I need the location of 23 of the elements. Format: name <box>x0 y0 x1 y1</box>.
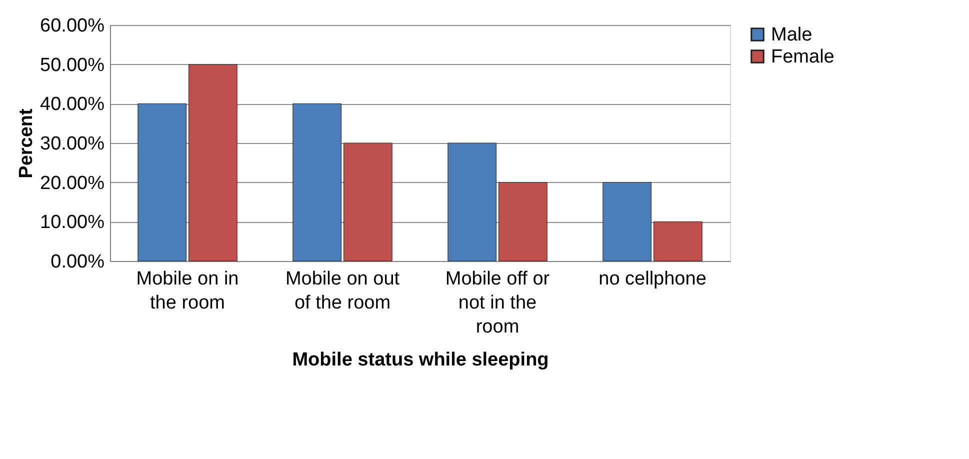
y-tick-label: 10.00% <box>40 212 105 234</box>
bar <box>448 142 496 262</box>
x-tick-label: Mobile off or not in the room <box>445 268 550 338</box>
legend-label: Male <box>771 24 812 46</box>
y-tick-label: 60.00% <box>40 16 105 36</box>
bar <box>602 182 652 262</box>
y-tick-label: 0.00% <box>50 252 105 272</box>
bar <box>498 182 548 262</box>
bar <box>344 142 392 262</box>
x-tick-label: no cellphone <box>598 268 706 290</box>
x-axis-title: Mobile status while sleeping <box>292 350 549 370</box>
bar <box>292 103 342 262</box>
x-tick-label: Mobile on out of the room <box>285 268 400 314</box>
bar <box>138 103 186 262</box>
y-tick-label: 40.00% <box>40 94 105 116</box>
y-axis-title: Percent <box>16 108 38 178</box>
x-tick-label: Mobile on in the room <box>136 268 239 314</box>
legend-label: Female <box>771 46 834 68</box>
bar <box>188 64 238 262</box>
y-tick-label: 30.00% <box>40 134 105 154</box>
y-tick-label: 50.00% <box>40 54 105 76</box>
bar <box>654 221 702 262</box>
y-tick-label: 20.00% <box>40 172 105 194</box>
